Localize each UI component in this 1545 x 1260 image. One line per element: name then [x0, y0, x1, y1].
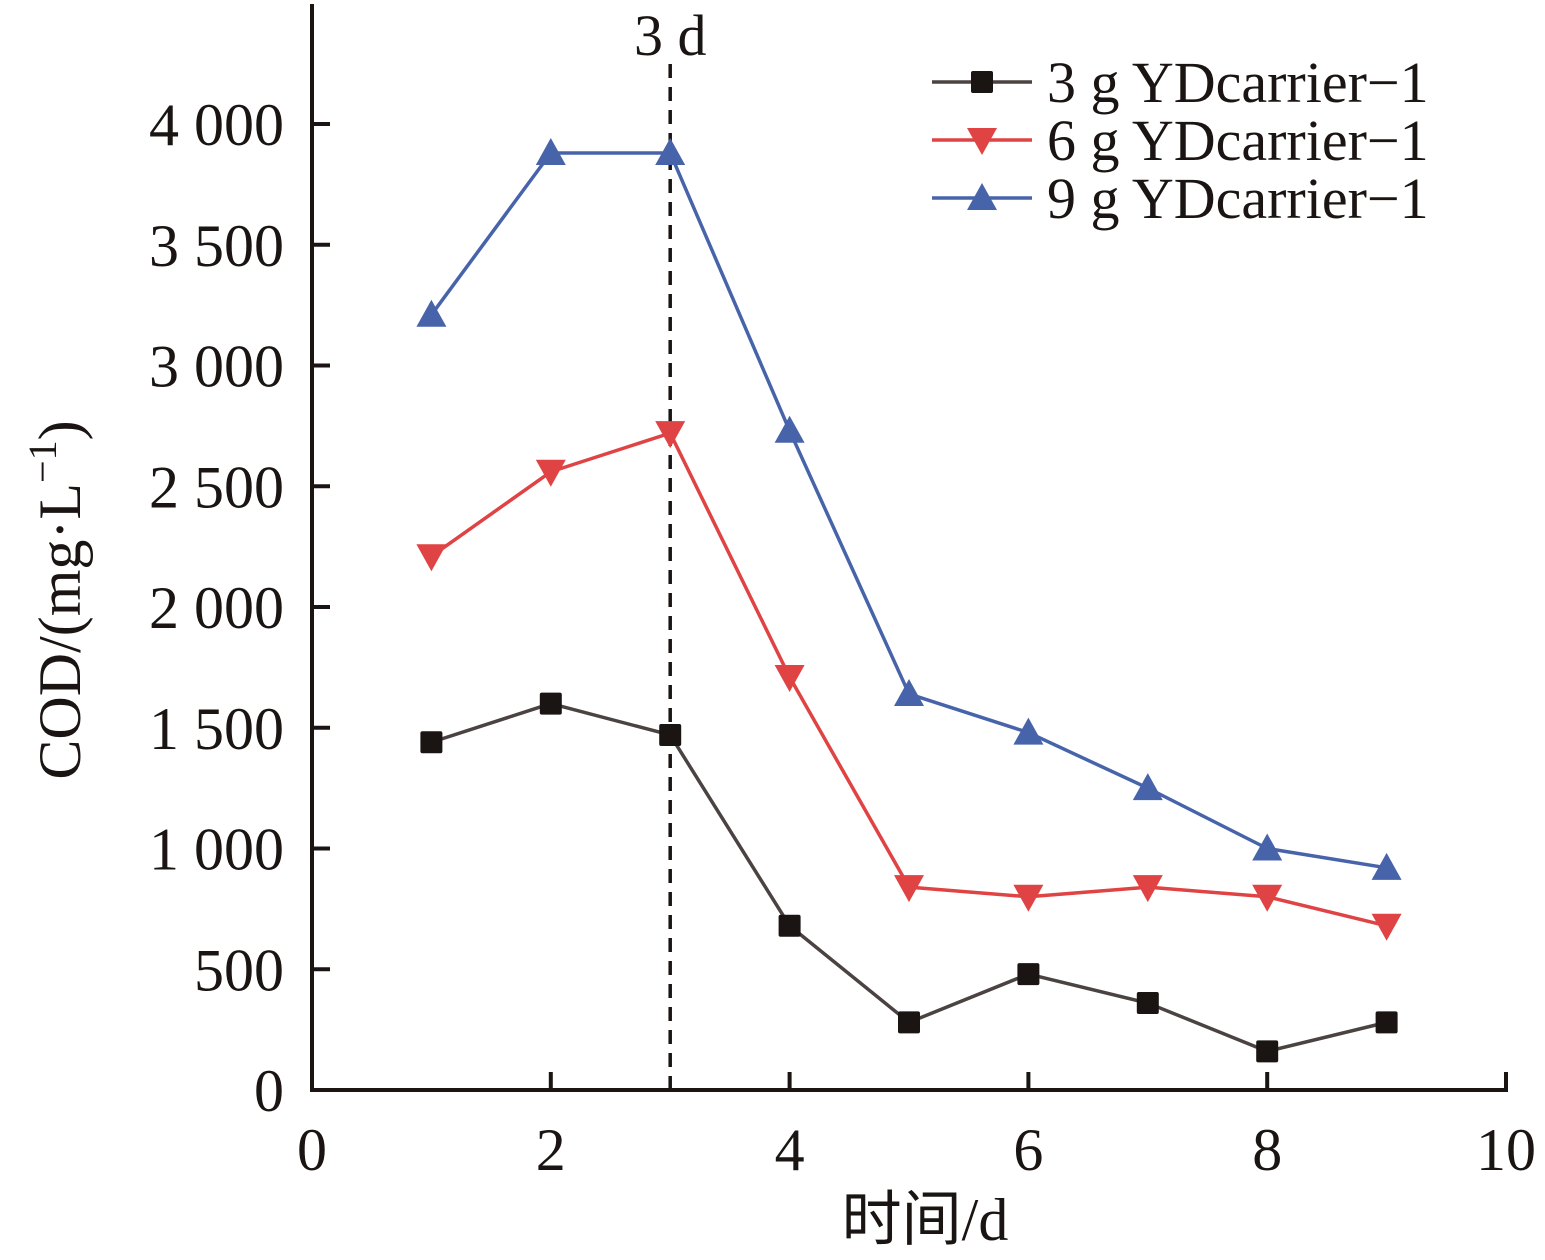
y-axis-title-main: COD/(mg·L	[27, 483, 93, 780]
data-point	[1256, 1040, 1279, 1063]
data-point	[416, 544, 447, 572]
data-point	[1013, 884, 1044, 912]
x-tick-label: 6	[1013, 1117, 1043, 1183]
x-tick-label: 2	[536, 1117, 566, 1183]
y-axis-title-close: )	[27, 420, 93, 440]
y-tick-label: 2 500	[149, 454, 284, 520]
y-axis-title: COD/(mg·L−1)	[20, 420, 93, 779]
data-point	[894, 875, 924, 903]
data-point	[1136, 992, 1159, 1015]
y-axis-title-superscript: −1	[20, 440, 65, 483]
data-point	[539, 692, 562, 715]
y-tick-label: 1 500	[149, 696, 284, 762]
y-tick-label: 1 000	[149, 817, 284, 883]
data-point	[1371, 852, 1402, 880]
data-point	[655, 137, 686, 165]
data-point	[1375, 1011, 1398, 1034]
x-tick-label: 4	[775, 1117, 805, 1183]
y-tick-label: 500	[194, 937, 284, 1003]
data-point	[416, 299, 447, 327]
data-point	[1252, 833, 1283, 861]
annotations: 3 d	[634, 3, 707, 1090]
legend: 3 g YDcarrier−16 g YDcarrier−19 g YDcarr…	[932, 50, 1429, 231]
series-line	[429, 151, 1387, 870]
data-point	[420, 731, 443, 754]
series-3	[416, 137, 1402, 880]
reference-line-label: 3 d	[634, 3, 707, 68]
data-point	[1132, 875, 1163, 903]
data-point	[659, 723, 682, 746]
data-point	[535, 137, 566, 165]
x-axis-title: 时间/d	[842, 1187, 1009, 1253]
data-point	[535, 459, 566, 487]
data-point	[1017, 963, 1040, 986]
legend-item: 9 g YDcarrier−1	[932, 166, 1429, 231]
series-1	[420, 692, 1398, 1063]
legend-item: 3 g YDcarrier−1	[932, 50, 1429, 115]
data-point	[774, 665, 805, 693]
data-point	[1252, 884, 1283, 912]
legend-marker	[967, 128, 997, 155]
y-ticks: 0 500 1 000 1 500 2 000 2 500 3 000 3 500 4 000	[149, 92, 330, 1124]
x-tick-label: 10	[1476, 1117, 1536, 1183]
x-ticks: 0 2 4 6 8 10	[297, 1072, 1536, 1183]
legend-marker	[967, 183, 997, 210]
data-point	[1013, 717, 1044, 745]
y-tick-label: 3 500	[149, 213, 284, 279]
y-tick-label: 2 000	[149, 575, 284, 641]
legend-marker	[971, 71, 993, 93]
data-point	[894, 678, 924, 706]
legend-item: 6 g YDcarrier−1	[932, 108, 1429, 173]
legend-label: 9 g YDcarrier−1	[1047, 166, 1429, 231]
legend-label: 3 g YDcarrier−1	[1047, 50, 1429, 115]
data-point	[898, 1011, 920, 1034]
data-point	[1371, 913, 1402, 941]
x-tick-label: 8	[1252, 1117, 1282, 1183]
data-point	[1132, 773, 1163, 801]
series-layer	[416, 137, 1402, 1063]
x-tick-label: 0	[297, 1117, 327, 1183]
y-tick-label: 4 000	[149, 92, 284, 158]
series-2	[416, 421, 1402, 941]
data-point	[778, 914, 801, 937]
y-tick-label: 3 000	[149, 334, 284, 400]
y-tick-label: 0	[254, 1058, 284, 1124]
data-point	[774, 415, 805, 443]
data-point	[655, 421, 686, 449]
legend-label: 6 g YDcarrier−1	[1047, 108, 1429, 173]
